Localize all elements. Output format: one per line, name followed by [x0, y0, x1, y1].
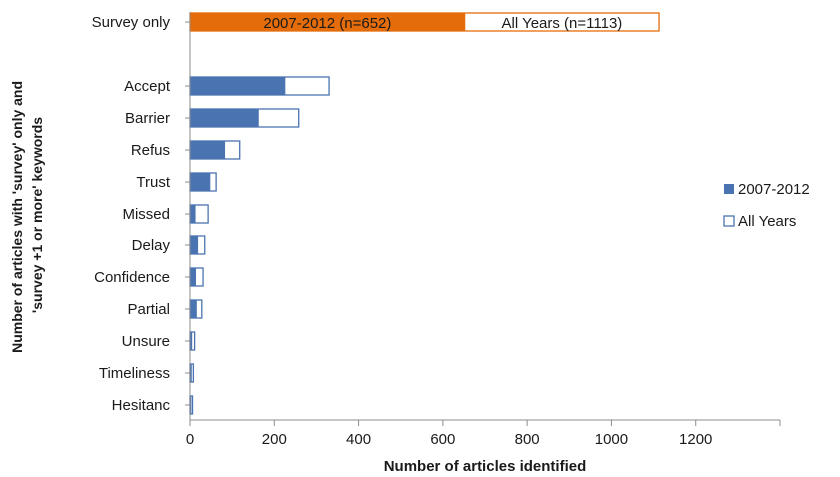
category-label-unsure: Unsure [122, 333, 170, 350]
category-labels: Survey only Accept Barrier Refus Trust Missed… [92, 14, 171, 414]
x-tick-label-1000: 1000 [595, 431, 628, 448]
x-tick-label-800: 800 [515, 431, 540, 448]
bar-2007-2012-missed [189, 204, 196, 224]
bar-2007-2012-delay [189, 235, 199, 255]
category-label-survey-only: Survey only [92, 14, 171, 31]
y-axis-title-line-2: 'survey +1 or more' keywords [29, 117, 45, 313]
legend: 2007-2012 All Years [723, 181, 810, 230]
bar-2007-2012-refus [189, 140, 226, 160]
legend-item-all-years: All Years [723, 213, 796, 230]
category-label-missed: Missed [122, 206, 170, 223]
x-tick-label-0: 0 [186, 431, 194, 448]
legend-swatch-outline [723, 215, 735, 227]
x-axis-title: Number of articles identified [384, 458, 587, 475]
y-ticks-layer [185, 21, 190, 406]
category-label-hesitanc: Hesitanc [112, 397, 171, 414]
bar-annotation-all-years: All Years (n=1113) [502, 15, 623, 32]
x-ticks-layer: 0 200 400 600 800 1000 1200 [186, 420, 781, 448]
y-axis-title-line-1: Number of articles with 'survey' only an… [9, 81, 25, 353]
y-axis-title: Number of articles with 'survey' only an… [9, 77, 45, 353]
category-label-refus: Refus [131, 142, 170, 159]
x-tick-label-200: 200 [262, 431, 287, 448]
category-label-trust: Trust [136, 174, 170, 191]
category-label-delay: Delay [132, 237, 171, 254]
category-label-partial: Partial [127, 301, 170, 318]
bars-layer [189, 12, 660, 415]
bar-2007-2012-trust [189, 172, 211, 192]
legend-label-all-years: All Years [738, 213, 796, 230]
bar-2007-2012-accept [189, 76, 286, 96]
bar-annotation-2007-2012: 2007-2012 (n=652) [263, 15, 391, 32]
legend-item-2007-2012: 2007-2012 [724, 181, 810, 198]
category-label-confidence: Confidence [94, 269, 170, 286]
legend-label-2007-2012: 2007-2012 [738, 181, 810, 198]
x-tick-label-600: 600 [430, 431, 455, 448]
legend-swatch-filled [724, 184, 734, 194]
bar-annotations: 2007-2012 (n=652) All Years (n=1113) [263, 15, 622, 32]
bar-2007-2012-partial [189, 299, 197, 319]
category-label-barrier: Barrier [125, 110, 170, 127]
bar-2007-2012-barrier [189, 108, 259, 128]
category-label-accept: Accept [124, 78, 171, 95]
category-label-timeliness: Timeliness [99, 365, 170, 382]
bar-2007-2012-confidence [189, 267, 196, 287]
x-tick-label-400: 400 [346, 431, 371, 448]
x-tick-label-1200: 1200 [679, 431, 712, 448]
